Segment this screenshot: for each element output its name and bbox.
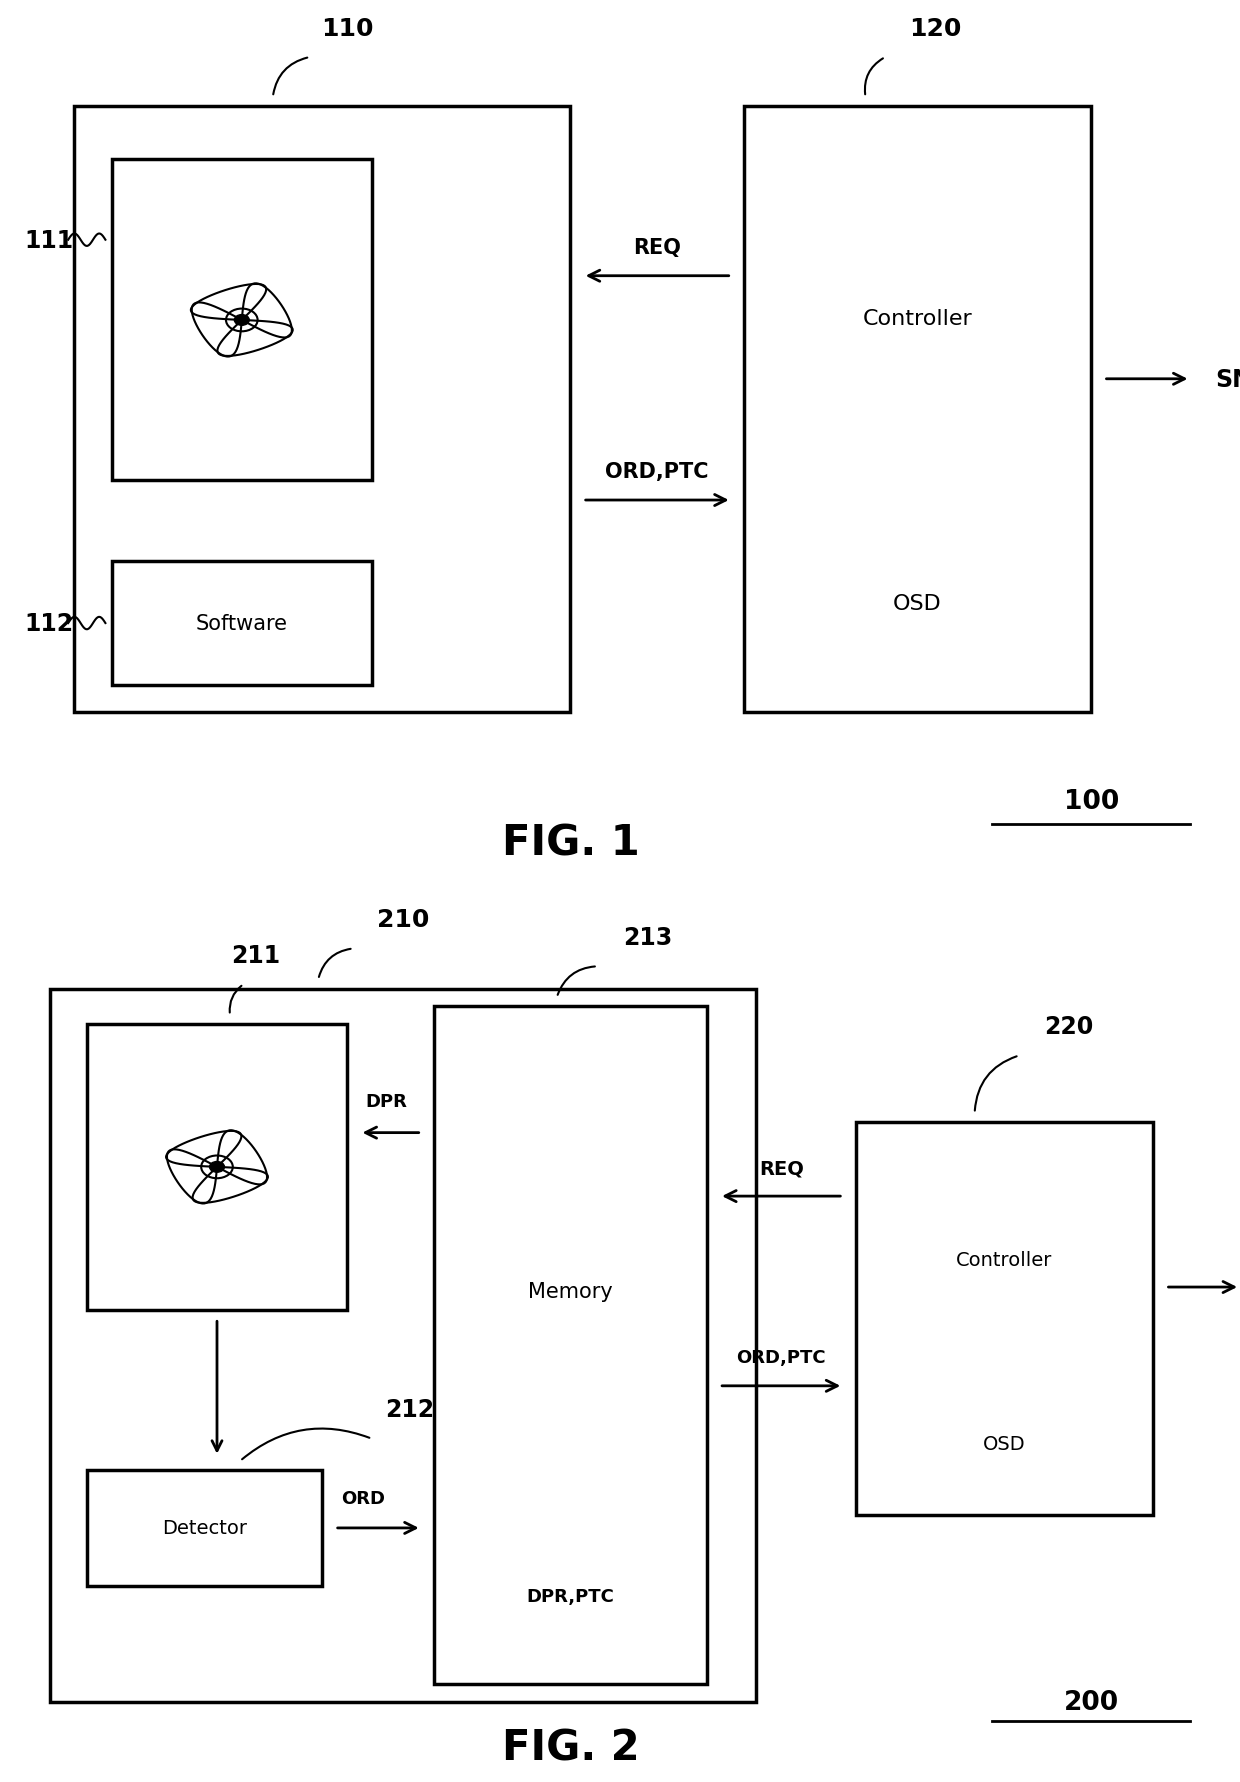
Text: 213: 213: [622, 925, 672, 950]
Text: FIG. 2: FIG. 2: [502, 1727, 639, 1768]
Text: Memory: Memory: [528, 1281, 613, 1301]
Text: 120: 120: [909, 16, 961, 41]
Text: 110: 110: [321, 16, 373, 41]
FancyBboxPatch shape: [87, 1025, 347, 1310]
Text: 210: 210: [377, 907, 429, 932]
FancyBboxPatch shape: [112, 160, 372, 481]
Circle shape: [210, 1162, 224, 1173]
FancyBboxPatch shape: [112, 561, 372, 686]
Text: ORD: ORD: [341, 1490, 384, 1508]
Text: DPR: DPR: [366, 1092, 408, 1110]
Text: 112: 112: [25, 611, 74, 636]
Text: OSD: OSD: [893, 593, 942, 613]
Text: 211: 211: [232, 943, 280, 968]
Text: 100: 100: [1064, 789, 1118, 814]
Text: Controller: Controller: [863, 308, 972, 330]
Text: REQ: REQ: [634, 239, 681, 258]
FancyBboxPatch shape: [74, 107, 570, 713]
FancyBboxPatch shape: [50, 989, 756, 1702]
Text: 220: 220: [1044, 1014, 1094, 1039]
FancyBboxPatch shape: [87, 1470, 322, 1586]
Text: SN: SN: [1215, 367, 1240, 392]
Text: FIG. 1: FIG. 1: [501, 822, 640, 864]
Text: Detector: Detector: [162, 1518, 247, 1538]
Text: OSD: OSD: [983, 1435, 1025, 1454]
Text: REQ: REQ: [759, 1158, 804, 1178]
Circle shape: [234, 315, 249, 326]
FancyBboxPatch shape: [434, 1007, 707, 1684]
FancyBboxPatch shape: [744, 107, 1091, 713]
Text: DPR,PTC: DPR,PTC: [527, 1588, 614, 1606]
Text: 200: 200: [1064, 1689, 1118, 1714]
Text: Software: Software: [196, 613, 288, 634]
Text: ORD,PTC: ORD,PTC: [605, 462, 709, 483]
Text: ORD,PTC: ORD,PTC: [737, 1349, 826, 1367]
FancyBboxPatch shape: [856, 1123, 1153, 1515]
Text: Controller: Controller: [956, 1251, 1053, 1269]
Text: 212: 212: [384, 1397, 434, 1422]
Text: 111: 111: [25, 228, 74, 253]
